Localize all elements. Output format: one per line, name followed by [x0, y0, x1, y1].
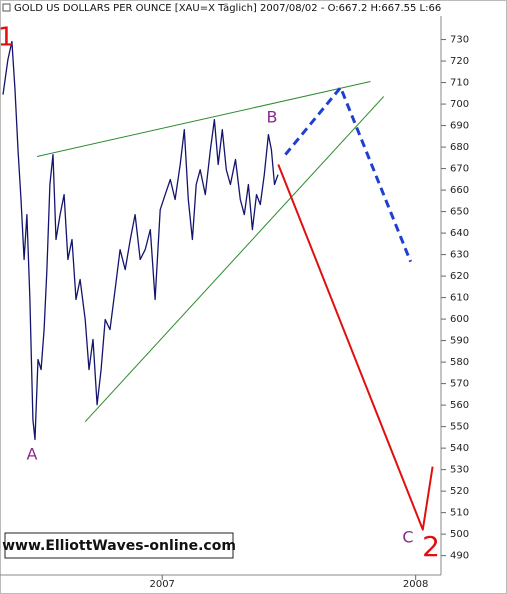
annotation: 1	[0, 23, 14, 53]
y-tick-label: 510	[450, 508, 469, 519]
y-tick-label: 660	[450, 185, 469, 196]
y-tick-label: 710	[450, 78, 469, 89]
series-line	[277, 164, 434, 531]
annotation: B	[267, 108, 278, 127]
y-tick-label: 630	[450, 250, 469, 261]
y-tick-label: 650	[450, 207, 469, 218]
y-tick-label: 600	[450, 314, 469, 325]
x-tick-label: 2008	[403, 579, 428, 590]
y-tick-label: 490	[450, 551, 469, 562]
y-tick-label: 730	[450, 35, 469, 46]
annotation: A	[27, 445, 38, 464]
y-tick-label: 520	[450, 486, 469, 497]
x-tick-label: 2007	[149, 579, 174, 590]
y-tick-label: 670	[450, 164, 469, 175]
annotation: C	[402, 528, 413, 547]
y-tick-label: 700	[450, 99, 469, 110]
y-tick-label: 560	[450, 400, 469, 411]
chart-title: GOLD US DOLLARS PER OUNCE [XAU=X Täglich…	[14, 3, 441, 14]
watermark-box	[4, 532, 234, 559]
annotation: 2	[422, 530, 440, 563]
y-tick-label: 540	[450, 443, 469, 454]
y-tick-label: 500	[450, 529, 469, 540]
series-line	[284, 86, 412, 263]
series-line	[36, 81, 371, 157]
y-tick-label: 570	[450, 379, 469, 390]
title-icon	[2, 3, 11, 12]
y-tick-label: 680	[450, 142, 469, 153]
watermark: www.ElliottWaves-online.com	[2, 538, 236, 554]
y-tick-label: 530	[450, 465, 469, 476]
y-tick-label: 620	[450, 271, 469, 282]
y-tick-label: 610	[450, 293, 469, 304]
series-line	[2, 40, 279, 441]
y-tick-label: 640	[450, 228, 469, 239]
y-tick-label: 720	[450, 56, 469, 67]
y-tick-label: 550	[450, 422, 469, 433]
y-tick-label: 590	[450, 336, 469, 347]
y-tick-label: 580	[450, 357, 469, 368]
series-line	[84, 96, 385, 423]
y-tick-label: 690	[450, 121, 469, 132]
